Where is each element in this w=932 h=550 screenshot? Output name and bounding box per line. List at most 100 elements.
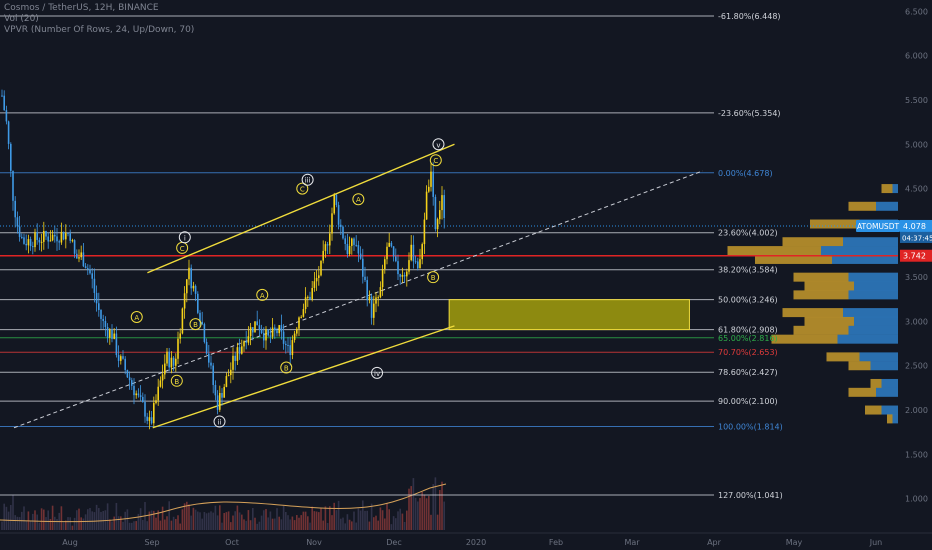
volume-bar — [117, 516, 120, 530]
volume-bar — [439, 489, 441, 530]
candle-body — [111, 329, 113, 339]
volume-bar — [329, 506, 331, 530]
volume-bar — [133, 521, 135, 530]
volume-bar — [16, 516, 19, 530]
volume-bar — [265, 509, 267, 530]
candle-body — [335, 194, 338, 206]
target-zone-box[interactable] — [448, 299, 690, 331]
volume-bar — [417, 501, 419, 530]
symbol-tag: ATOMUSDT — [857, 222, 900, 231]
candle-body — [267, 329, 269, 336]
volume-bar — [219, 505, 221, 530]
wave-label-circle — [296, 182, 309, 195]
volume-bar — [73, 517, 76, 530]
volume-bar — [267, 517, 269, 530]
volume-bar — [135, 521, 137, 530]
volume-bar — [40, 508, 43, 530]
candle-body — [166, 351, 168, 364]
volume-bar — [139, 508, 142, 530]
wave-label-text: i — [184, 234, 186, 242]
volume-bar — [366, 510, 368, 530]
volume-bar — [208, 512, 210, 530]
wave-label-text: iv — [374, 370, 380, 378]
candle-body — [91, 273, 93, 279]
candle-body — [25, 243, 27, 246]
candle-body — [432, 171, 434, 197]
volume-bar — [192, 507, 195, 530]
candle-body — [236, 347, 239, 361]
candle-body — [133, 385, 135, 396]
price-axis-bg[interactable] — [898, 0, 932, 550]
candle-body — [311, 287, 313, 300]
candle-body — [269, 335, 272, 337]
candle-body — [219, 392, 221, 410]
candle-body — [192, 285, 195, 289]
candle-body — [175, 358, 177, 366]
volume-bar — [256, 523, 258, 530]
candle-body — [397, 261, 399, 275]
volume-bar — [223, 513, 225, 530]
price-axis-tick: 1.000 — [905, 495, 928, 504]
volume-bar — [18, 517, 21, 530]
candle-body — [102, 318, 104, 321]
time-axis-tick: May — [786, 538, 803, 547]
volume-bar — [164, 519, 166, 530]
candle-body — [359, 253, 362, 259]
volume-bar — [87, 509, 89, 530]
volume-bar — [425, 498, 428, 530]
wave-label-circle — [256, 288, 269, 301]
zone-layer — [448, 299, 690, 331]
candle-body — [16, 217, 19, 227]
vpvr-indicator-title[interactable]: VPVR (Number Of Rows, 24, Up/Down, 70) — [4, 25, 195, 35]
volume-indicator-title[interactable]: Vol (20) — [4, 14, 39, 24]
candle-body — [168, 351, 170, 368]
vp-up-bar — [804, 316, 854, 326]
candle-body — [430, 171, 432, 187]
candle-body — [285, 343, 287, 345]
candle-body — [18, 226, 21, 237]
wave-label-text: C — [180, 245, 185, 253]
volume-bar — [428, 495, 430, 530]
volume-bar — [124, 511, 126, 530]
volume-bar — [335, 510, 338, 530]
volume-bar — [199, 512, 201, 530]
candle-body — [56, 236, 58, 242]
candle-body — [399, 274, 401, 277]
wave-label-text: C — [433, 157, 438, 165]
upper-channel-line[interactable] — [147, 143, 455, 274]
volume-bar — [298, 517, 300, 530]
candle-body — [300, 316, 302, 318]
volume-bar — [56, 519, 58, 530]
volume-bar — [408, 488, 410, 530]
wave-label-circle — [427, 271, 440, 284]
volume-bar — [14, 515, 16, 530]
symbol-title[interactable]: Cosmos / TetherUS, 12H, BINANCE — [4, 3, 159, 13]
candle-body — [324, 244, 327, 251]
lower-channel-line[interactable] — [152, 325, 455, 429]
candle-body — [144, 401, 146, 417]
volume-bar — [377, 520, 379, 530]
candle-body — [183, 293, 186, 309]
candle-body — [120, 356, 122, 361]
volume-bar — [392, 516, 395, 530]
volume-bar — [82, 518, 85, 530]
volume-layer — [0, 477, 447, 530]
candle-body — [78, 257, 80, 259]
vp-up-bar — [865, 405, 882, 415]
candle-body — [377, 297, 379, 299]
volume-bar — [320, 507, 322, 530]
candle-body — [417, 261, 419, 269]
volume-bar — [172, 516, 175, 530]
candle-body — [353, 238, 355, 245]
volume-bar — [247, 510, 250, 530]
volume-bar — [278, 516, 280, 530]
candle-body — [379, 287, 382, 298]
volume-bar — [260, 515, 263, 530]
candle-body — [93, 278, 96, 293]
dashed-trend-line[interactable] — [13, 170, 703, 429]
volume-bar — [414, 497, 417, 530]
candle-body — [106, 326, 109, 338]
candle-body — [161, 374, 164, 381]
